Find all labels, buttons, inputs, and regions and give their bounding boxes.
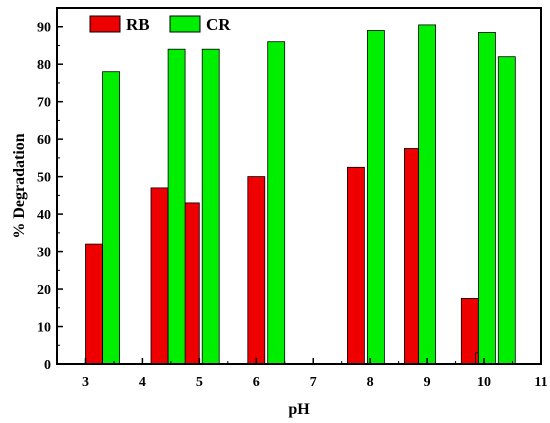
bar-cr-2	[201, 48, 220, 365]
y-tick-label: 90	[37, 21, 51, 36]
x-tick-label: 7	[310, 375, 317, 390]
y-tick-label: 70	[37, 96, 51, 111]
x-tick-label: 6	[253, 375, 260, 390]
y-tick-label: 60	[37, 133, 51, 148]
x-tick-label: 11	[534, 375, 547, 390]
bar-cr-4	[366, 30, 385, 365]
y-tick-label: 0	[44, 358, 51, 373]
bar-cr-7	[497, 56, 516, 365]
bars	[85, 24, 516, 365]
y-axis-title: % Degradation	[11, 133, 28, 238]
plot-frame	[56, 7, 542, 365]
legend-label-rb: RB	[126, 15, 150, 34]
x-tick-label: 5	[196, 375, 203, 390]
y-tick-label: 10	[37, 321, 51, 336]
bar-cr-5	[418, 24, 437, 365]
bar-rb-0	[85, 243, 103, 365]
legend-swatch-rb	[89, 15, 121, 33]
x-tick-label: 4	[139, 375, 146, 390]
bar-cr-0	[102, 71, 120, 365]
legend: RB CR	[89, 15, 231, 34]
y-tick-label: 30	[37, 246, 51, 261]
bar-rb-3	[247, 176, 266, 365]
y-tick-label: 50	[37, 171, 51, 186]
bar-rb-4	[346, 166, 365, 365]
axis-ticks: 0 10 20 30 40 50 60 70 80 90 3 4 5 6 7 8 9 10 11	[37, 21, 548, 390]
bar-cr-1	[167, 48, 186, 365]
y-tick-label: 80	[37, 58, 51, 73]
x-tick-label: 8	[367, 375, 374, 390]
bar-cr-3	[267, 41, 286, 365]
bar-rb-1	[150, 187, 169, 365]
x-axis-title: pH	[288, 401, 310, 418]
y-tick-label: 20	[37, 283, 51, 298]
y-tick-label: 40	[37, 208, 51, 223]
legend-label-cr: CR	[206, 15, 231, 34]
x-tick-label: 10	[477, 375, 491, 390]
x-tick-label: 9	[424, 375, 431, 390]
bar-cr-6	[477, 32, 496, 365]
legend-swatch-cr	[169, 15, 201, 33]
x-tick-label: 3	[82, 375, 89, 390]
